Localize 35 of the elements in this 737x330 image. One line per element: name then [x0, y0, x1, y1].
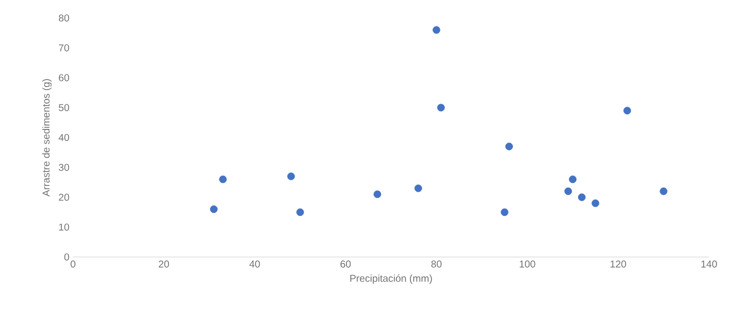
point: [564, 187, 572, 196]
x-tick-label: 20: [158, 260, 170, 268]
x-tick-label: 0: [70, 260, 76, 268]
y-tick-label: 30: [58, 164, 70, 171]
point: [592, 199, 600, 208]
x-tick-label: 120: [610, 260, 626, 268]
point: [568, 176, 577, 184]
x-tick-label: 100: [520, 260, 536, 268]
y-axis-title: Arrastre de sedimentos (g): [42, 79, 52, 196]
y-tick-label: 70: [58, 44, 70, 52]
point: [287, 172, 295, 180]
x-tick-label: 140: [701, 260, 717, 268]
point: [660, 187, 668, 196]
point: [414, 184, 422, 192]
point: [374, 190, 382, 198]
x-tick-label: 60: [340, 260, 351, 268]
y-tick-label: 50: [58, 104, 70, 112]
point: [505, 142, 513, 150]
y-tick-label: 80: [58, 14, 70, 22]
point: [437, 104, 445, 112]
y-tick-label: 60: [58, 74, 70, 82]
point: [578, 193, 586, 202]
point: [210, 205, 218, 213]
y-tick-label: 10: [59, 224, 70, 231]
point: [500, 208, 508, 216]
point: [296, 208, 304, 216]
x-tick-label: 80: [431, 260, 442, 268]
y-tick-label: 20: [58, 194, 70, 201]
point: [432, 26, 440, 34]
point: [219, 176, 227, 184]
y-tick-label: 40: [58, 134, 70, 142]
point: [623, 106, 632, 114]
x-tick-label: 40: [249, 260, 260, 268]
y-tick-label: 0: [64, 253, 70, 261]
x-axis-title: Precipitación (mm): [350, 274, 432, 284]
